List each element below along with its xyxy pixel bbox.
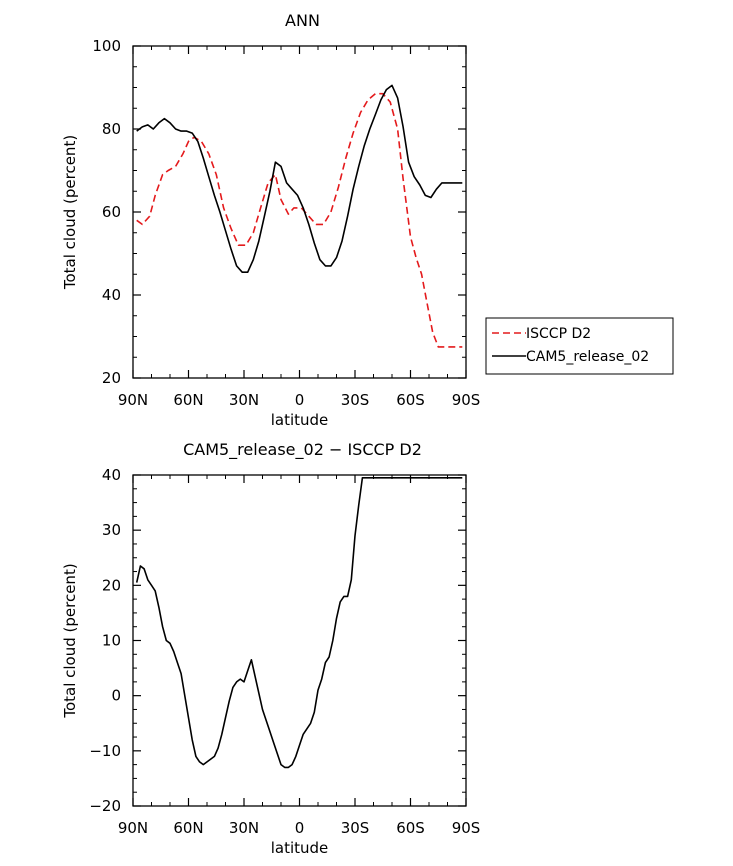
y-tick-label: 40 [102, 466, 121, 484]
y-tick-label: −10 [89, 742, 121, 760]
x-tick-label: 60S [396, 391, 425, 409]
chart-panel-1: ANN 90N 60N 30N 0 30S 60S 90S 20 40 60 80 100 latitud… [61, 11, 674, 429]
x-tick-label: 60S [396, 819, 425, 837]
legend-box [485, 317, 674, 375]
x-tick-label: 0 [295, 819, 305, 837]
x-axis-label: latitude [271, 411, 329, 429]
x-tick-label: 60N [173, 391, 203, 409]
y-tick-label: 80 [102, 120, 121, 138]
y-axis-label: Total cloud (percent) [61, 563, 79, 718]
y-tick-label: 100 [92, 37, 121, 55]
x-tick-label: 30N [229, 391, 259, 409]
x-tick-label: 90S [452, 391, 481, 409]
x-tick-label: 30N [229, 819, 259, 837]
chart-panel-2: CAM5_release_02 − ISCCP D2 90N 60N 30N 0 30S 6… [61, 440, 480, 857]
y-axis-label: Total cloud (percent) [61, 135, 79, 290]
y-tick-label: 60 [102, 203, 121, 221]
x-tick-label: 30S [341, 819, 370, 837]
x-tick-label: 90N [118, 391, 148, 409]
x-axis-label: latitude [271, 839, 329, 857]
chart-title: CAM5_release_02 − ISCCP D2 [183, 440, 422, 460]
chart-title: ANN [285, 11, 320, 30]
y-tick-label: 30 [102, 521, 121, 539]
x-tick-label: 90N [118, 819, 148, 837]
x-tick-label: 60N [173, 819, 203, 837]
legend-label: CAM5_release_02 [526, 349, 649, 365]
x-tick-label: 30S [341, 391, 370, 409]
y-tick-label: −20 [89, 797, 121, 815]
plot-frame [132, 45, 467, 379]
x-tick-label: 90S [452, 819, 481, 837]
series-line-2 [136, 84, 463, 274]
x-tick-label: 0 [295, 391, 305, 409]
y-tick-label: 0 [111, 687, 121, 705]
y-tick-label: 10 [102, 632, 121, 650]
y-tick-label: 20 [102, 576, 121, 594]
y-tick-label: 20 [102, 369, 121, 387]
legend-label: ISCCP D2 [526, 326, 591, 342]
plot-frame [132, 474, 467, 807]
y-tick-label: 40 [102, 286, 121, 304]
series-line-1 [135, 476, 463, 769]
